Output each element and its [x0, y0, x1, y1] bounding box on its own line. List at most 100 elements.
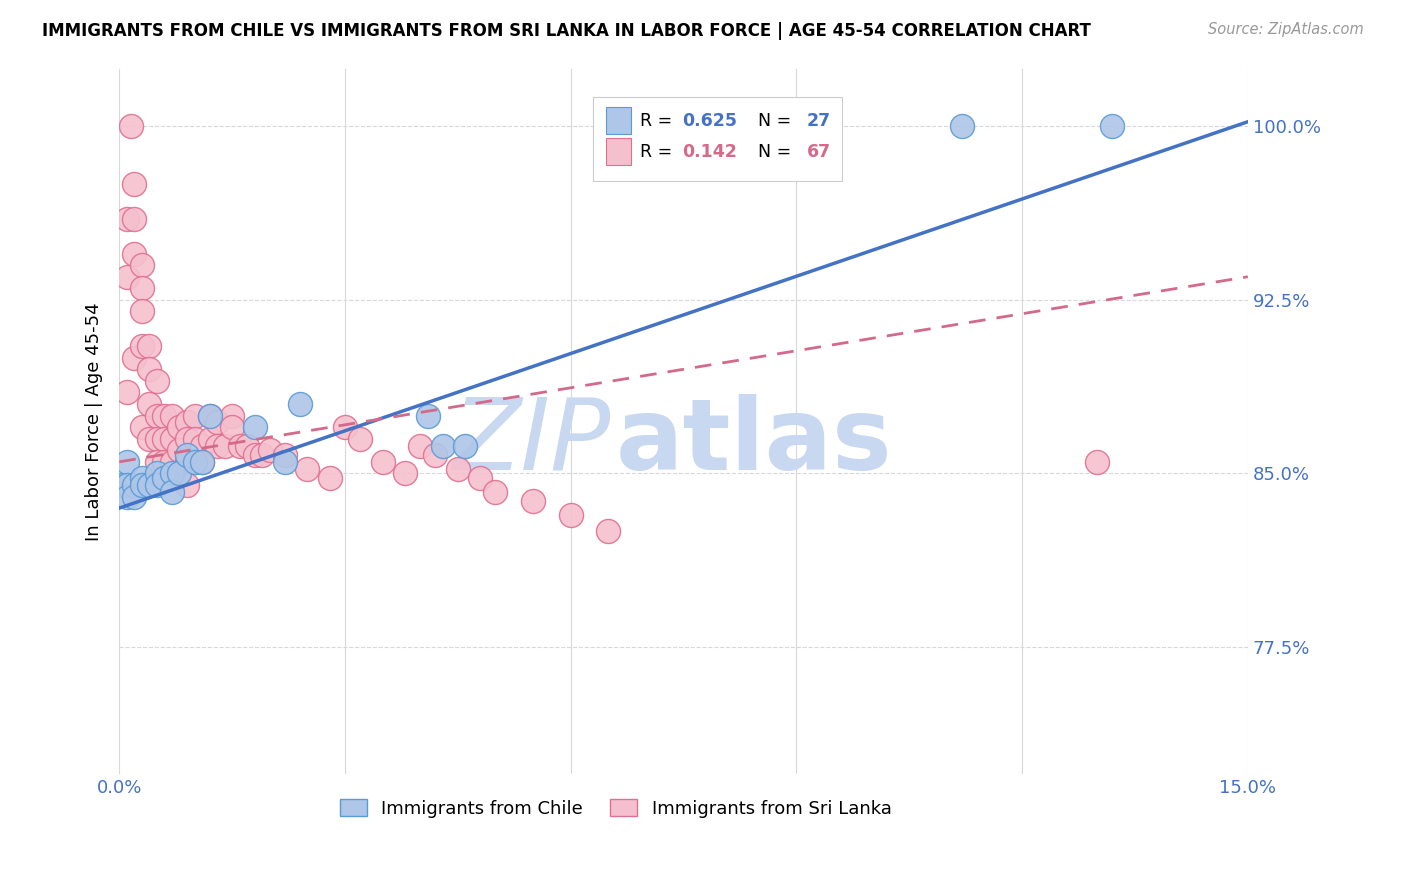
- Point: [432, 439, 454, 453]
- Point: [259, 443, 281, 458]
- Point: [243, 420, 266, 434]
- Point: [131, 258, 153, 272]
- Point: [416, 409, 439, 423]
- FancyBboxPatch shape: [593, 96, 842, 181]
- Text: Source: ZipAtlas.com: Source: ZipAtlas.com: [1208, 22, 1364, 37]
- Point: [191, 455, 214, 469]
- Text: ZIP: ZIP: [451, 394, 610, 491]
- Text: 0.142: 0.142: [682, 143, 737, 161]
- Point: [198, 409, 221, 423]
- Point: [205, 416, 228, 430]
- Point: [205, 439, 228, 453]
- Point: [191, 455, 214, 469]
- Point: [409, 439, 432, 453]
- Legend: Immigrants from Chile, Immigrants from Sri Lanka: Immigrants from Chile, Immigrants from S…: [333, 792, 898, 825]
- Text: IMMIGRANTS FROM CHILE VS IMMIGRANTS FROM SRI LANKA IN LABOR FORCE | AGE 45-54 CO: IMMIGRANTS FROM CHILE VS IMMIGRANTS FROM…: [42, 22, 1091, 40]
- Point: [950, 120, 973, 134]
- Point: [176, 416, 198, 430]
- Point: [115, 455, 138, 469]
- Text: 67: 67: [807, 143, 831, 161]
- Point: [454, 439, 477, 453]
- Point: [221, 420, 243, 434]
- Point: [243, 448, 266, 462]
- Point: [198, 432, 221, 446]
- Point: [394, 467, 416, 481]
- Point: [115, 490, 138, 504]
- Point: [112, 478, 135, 492]
- Point: [131, 281, 153, 295]
- Point: [598, 524, 620, 539]
- Point: [160, 409, 183, 423]
- Point: [274, 448, 297, 462]
- Point: [484, 484, 506, 499]
- Point: [153, 455, 176, 469]
- Point: [425, 448, 447, 462]
- Point: [138, 432, 160, 446]
- Point: [124, 177, 146, 191]
- Point: [146, 374, 169, 388]
- Point: [153, 471, 176, 485]
- Text: N =: N =: [747, 112, 797, 129]
- Point: [176, 478, 198, 492]
- Point: [115, 211, 138, 226]
- Point: [115, 385, 138, 400]
- Point: [183, 455, 205, 469]
- Point: [131, 420, 153, 434]
- Point: [214, 439, 236, 453]
- Point: [228, 439, 250, 453]
- Point: [115, 478, 138, 492]
- Point: [288, 397, 311, 411]
- Point: [131, 478, 153, 492]
- Point: [160, 432, 183, 446]
- Point: [169, 420, 191, 434]
- Point: [138, 339, 160, 353]
- Point: [522, 494, 544, 508]
- Point: [169, 443, 191, 458]
- Point: [1101, 120, 1123, 134]
- Point: [176, 455, 198, 469]
- Point: [153, 409, 176, 423]
- Text: 27: 27: [807, 112, 831, 129]
- Point: [371, 455, 394, 469]
- Point: [131, 304, 153, 318]
- Point: [138, 362, 160, 376]
- Point: [221, 409, 243, 423]
- Point: [274, 455, 297, 469]
- Point: [349, 432, 371, 446]
- Point: [169, 467, 191, 481]
- Point: [146, 455, 169, 469]
- Point: [146, 409, 169, 423]
- Point: [319, 471, 342, 485]
- Point: [138, 397, 160, 411]
- Point: [115, 269, 138, 284]
- Point: [447, 462, 470, 476]
- Point: [124, 490, 146, 504]
- Point: [124, 351, 146, 365]
- Text: 0.625: 0.625: [682, 112, 737, 129]
- Point: [183, 455, 205, 469]
- Point: [297, 462, 319, 476]
- Point: [138, 478, 160, 492]
- Point: [146, 467, 169, 481]
- Point: [146, 478, 169, 492]
- Point: [176, 448, 198, 462]
- Point: [112, 478, 135, 492]
- Point: [176, 432, 198, 446]
- Point: [252, 448, 274, 462]
- Point: [124, 478, 146, 492]
- Point: [120, 120, 142, 134]
- Point: [131, 471, 153, 485]
- Point: [183, 432, 205, 446]
- Point: [236, 439, 259, 453]
- Point: [153, 432, 176, 446]
- Point: [146, 432, 169, 446]
- Text: R =: R =: [640, 143, 678, 161]
- Point: [470, 471, 492, 485]
- Point: [333, 420, 356, 434]
- Point: [160, 455, 183, 469]
- FancyBboxPatch shape: [606, 107, 630, 134]
- FancyBboxPatch shape: [606, 138, 630, 165]
- Point: [183, 409, 205, 423]
- Point: [160, 484, 183, 499]
- Y-axis label: In Labor Force | Age 45-54: In Labor Force | Age 45-54: [86, 302, 103, 541]
